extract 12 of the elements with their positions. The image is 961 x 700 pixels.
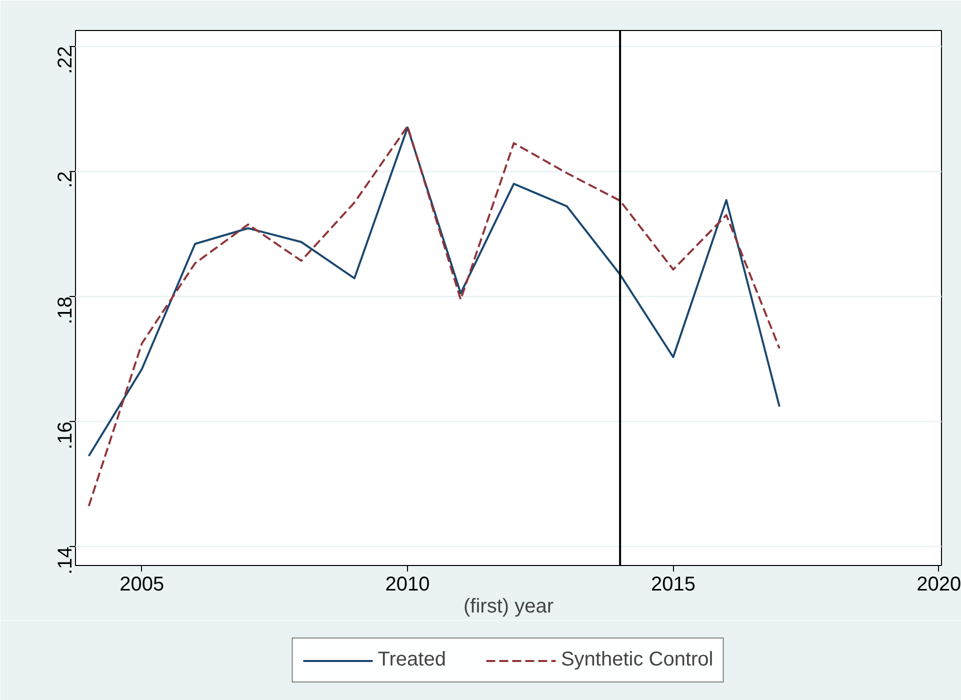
x-axis-title: (first) year [464,596,554,618]
y-tick-label: .16 [54,422,76,450]
legend-label: Synthetic Control [560,648,714,672]
x-tick-label: 2010 [385,574,430,596]
legend-label: Treated [378,648,446,672]
x-tick-label: 2020 [916,574,961,596]
y-tick-label: .22 [54,46,76,74]
x-tick-label: 2005 [120,574,164,596]
y-tick-label: .18 [54,296,76,324]
x-tick-label: 2015 [650,574,696,596]
y-tick-label: .2 [54,171,76,188]
y-tick-label: .14 [54,546,76,575]
